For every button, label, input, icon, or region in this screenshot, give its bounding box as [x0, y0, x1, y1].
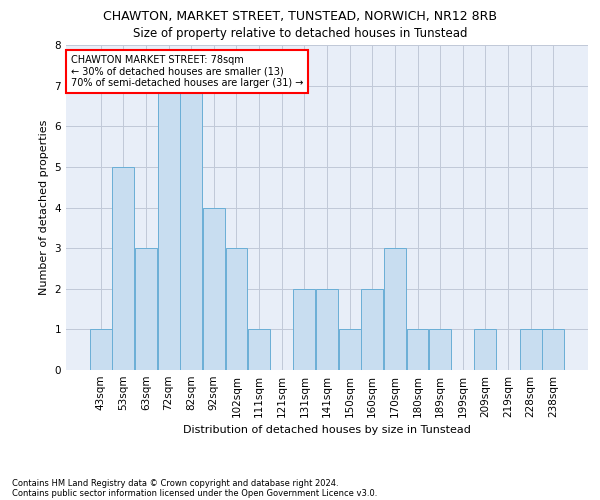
Bar — [338, 330, 361, 370]
Bar — [542, 330, 564, 370]
Y-axis label: Number of detached properties: Number of detached properties — [39, 120, 49, 295]
Text: CHAWTON MARKET STREET: 78sqm
← 30% of detached houses are smaller (13)
70% of se: CHAWTON MARKET STREET: 78sqm ← 30% of de… — [71, 54, 304, 88]
X-axis label: Distribution of detached houses by size in Tunstead: Distribution of detached houses by size … — [183, 426, 471, 436]
Bar — [407, 330, 428, 370]
Bar — [158, 86, 179, 370]
Bar — [135, 248, 157, 370]
Bar — [180, 86, 202, 370]
Bar — [384, 248, 406, 370]
Bar — [112, 167, 134, 370]
Bar — [248, 330, 270, 370]
Bar — [429, 330, 451, 370]
Bar — [293, 289, 316, 370]
Text: Size of property relative to detached houses in Tunstead: Size of property relative to detached ho… — [133, 28, 467, 40]
Bar — [226, 248, 247, 370]
Bar — [520, 330, 542, 370]
Bar — [90, 330, 112, 370]
Bar — [475, 330, 496, 370]
Text: Contains public sector information licensed under the Open Government Licence v3: Contains public sector information licen… — [12, 488, 377, 498]
Text: CHAWTON, MARKET STREET, TUNSTEAD, NORWICH, NR12 8RB: CHAWTON, MARKET STREET, TUNSTEAD, NORWIC… — [103, 10, 497, 23]
Text: Contains HM Land Registry data © Crown copyright and database right 2024.: Contains HM Land Registry data © Crown c… — [12, 478, 338, 488]
Bar — [316, 289, 338, 370]
Bar — [361, 289, 383, 370]
Bar — [203, 208, 225, 370]
